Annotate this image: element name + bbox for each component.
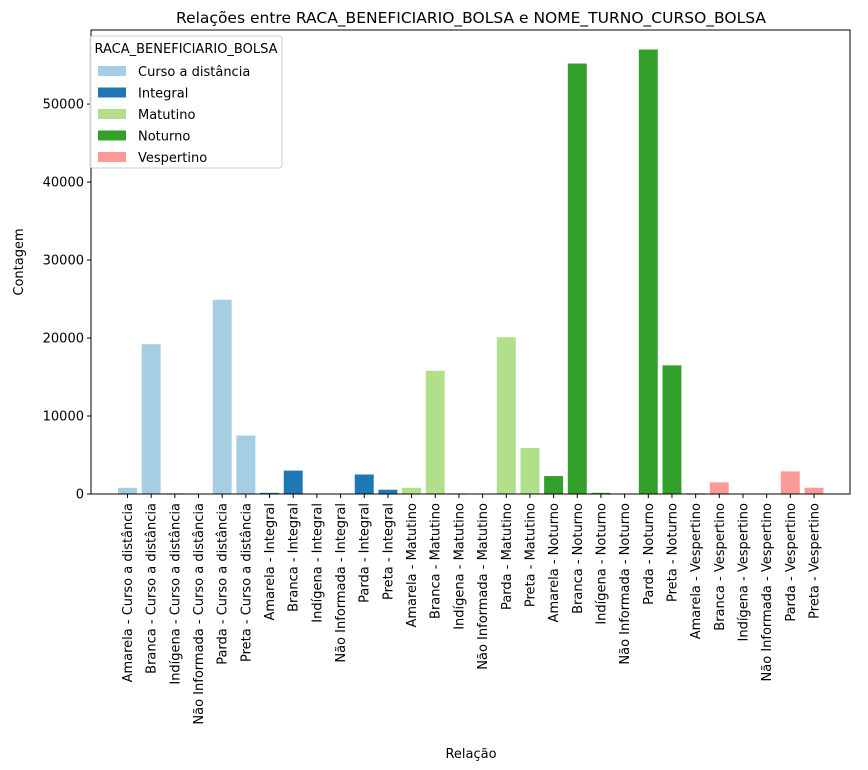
y-axis: 0 10000 20000 30000 40000 50000 [43,98,91,503]
y-tick-label-5: 50000 [43,98,84,113]
x-tick-label-27: Não Informada - Vespertino [760,503,775,681]
x-tick-label-26: Indígena - Vespertino [736,503,751,642]
legend-label-1: Integral [138,87,188,102]
legend-label-4: Vespertino [138,151,207,166]
x-tick-label-19: Branca - Noturno [571,503,586,614]
bar-23 [662,365,682,494]
y-tick-label-1: 10000 [43,410,84,425]
x-tick-label-1: Branca - Curso a distância [145,503,160,674]
x-tick-label-22: Parda - Noturno [642,503,657,605]
bar-17 [520,447,540,494]
x-axis-label: Relação [445,747,496,762]
bar-22 [638,49,658,494]
bar-28 [780,471,800,494]
bar-18 [544,476,564,494]
bar-19 [567,63,587,494]
plot-frame [90,29,851,495]
x-tick-label-15: Não Informada - Matutino [476,503,491,670]
x-tick-label-17: Preta - Matutino [523,503,538,607]
bar-6 [260,492,280,494]
x-tick-label-3: Não Informada - Curso a distância [192,503,207,725]
bar-29 [804,487,824,494]
legend-label-0: Curso a distância [138,65,250,80]
x-tick-label-2: Indígena - Curso a distância [168,503,183,685]
x-tick-label-21: Não Informada - Noturno [618,503,633,665]
bar-1 [141,344,161,494]
x-tick-label-24: Amarela - Vespertino [689,503,704,639]
x-tick-label-20: Indígena - Noturno [594,503,609,625]
bar-10 [354,474,374,494]
bar-16 [496,337,516,494]
legend-swatch-3 [98,130,126,141]
bar-13 [425,370,445,494]
bar-5 [236,435,256,494]
bars-group [118,49,824,494]
legend-swatch-0 [98,66,126,76]
y-tick-label-2: 20000 [43,332,84,347]
legend-swatch-4 [98,152,126,162]
legend-title: RACA_BENEFICIARIO_BOLSA [95,42,278,57]
bar-11 [378,489,398,494]
legend-label-2: Matutino [138,108,195,123]
chart-title: Relações entre RACA_BENEFICIARIO_BOLSA e… [176,9,766,28]
x-tick-label-5: Preta - Curso a distância [239,503,254,662]
x-tick-label-13: Branca - Matutino [429,503,444,619]
x-axis: Amarela - Curso a distância Branca - Curs… [121,494,823,725]
x-tick-label-28: Parda - Vespertino [784,503,799,622]
bar-4 [212,299,232,494]
x-tick-label-16: Parda - Matutino [500,503,515,610]
x-tick-label-6: Amarela - Integral [263,503,278,620]
x-tick-label-11: Preta - Integral [381,503,396,600]
y-axis-label: Contagem [12,228,27,295]
bar-20 [591,492,611,494]
x-tick-label-0: Amarela - Curso a distância [121,503,136,682]
legend-box [89,35,283,169]
x-tick-label-23: Preta - Noturno [665,503,680,602]
legend: RACA_BENEFICIARIO_BOLSA Curso a distânci… [89,35,283,169]
bar-7 [283,470,303,494]
x-tick-label-12: Amarela - Matutino [405,503,420,628]
legend-label-3: Noturno [138,130,190,145]
legend-swatch-2 [98,109,126,119]
y-tick-label-4: 40000 [43,176,84,191]
x-tick-label-10: Parda - Integral [358,503,373,603]
x-tick-label-25: Branca - Vespertino [713,503,728,631]
legend-swatch-1 [98,87,126,98]
x-tick-label-14: Indígena - Matutino [452,503,467,630]
x-tick-label-18: Amarela - Noturno [547,503,562,622]
y-tick-label-0: 0 [76,488,84,503]
bar-0 [118,487,137,494]
y-tick-label-3: 30000 [43,254,84,269]
x-tick-label-9: Não Informada - Integral [334,503,349,663]
x-tick-label-7: Branca - Integral [287,503,302,612]
bar-12 [402,487,422,494]
x-tick-label-8: Indígena - Integral [310,503,325,623]
x-tick-label-4: Parda - Curso a distância [216,503,231,665]
bar-25 [709,482,729,494]
x-tick-label-29: Preta - Vespertino [808,503,823,619]
